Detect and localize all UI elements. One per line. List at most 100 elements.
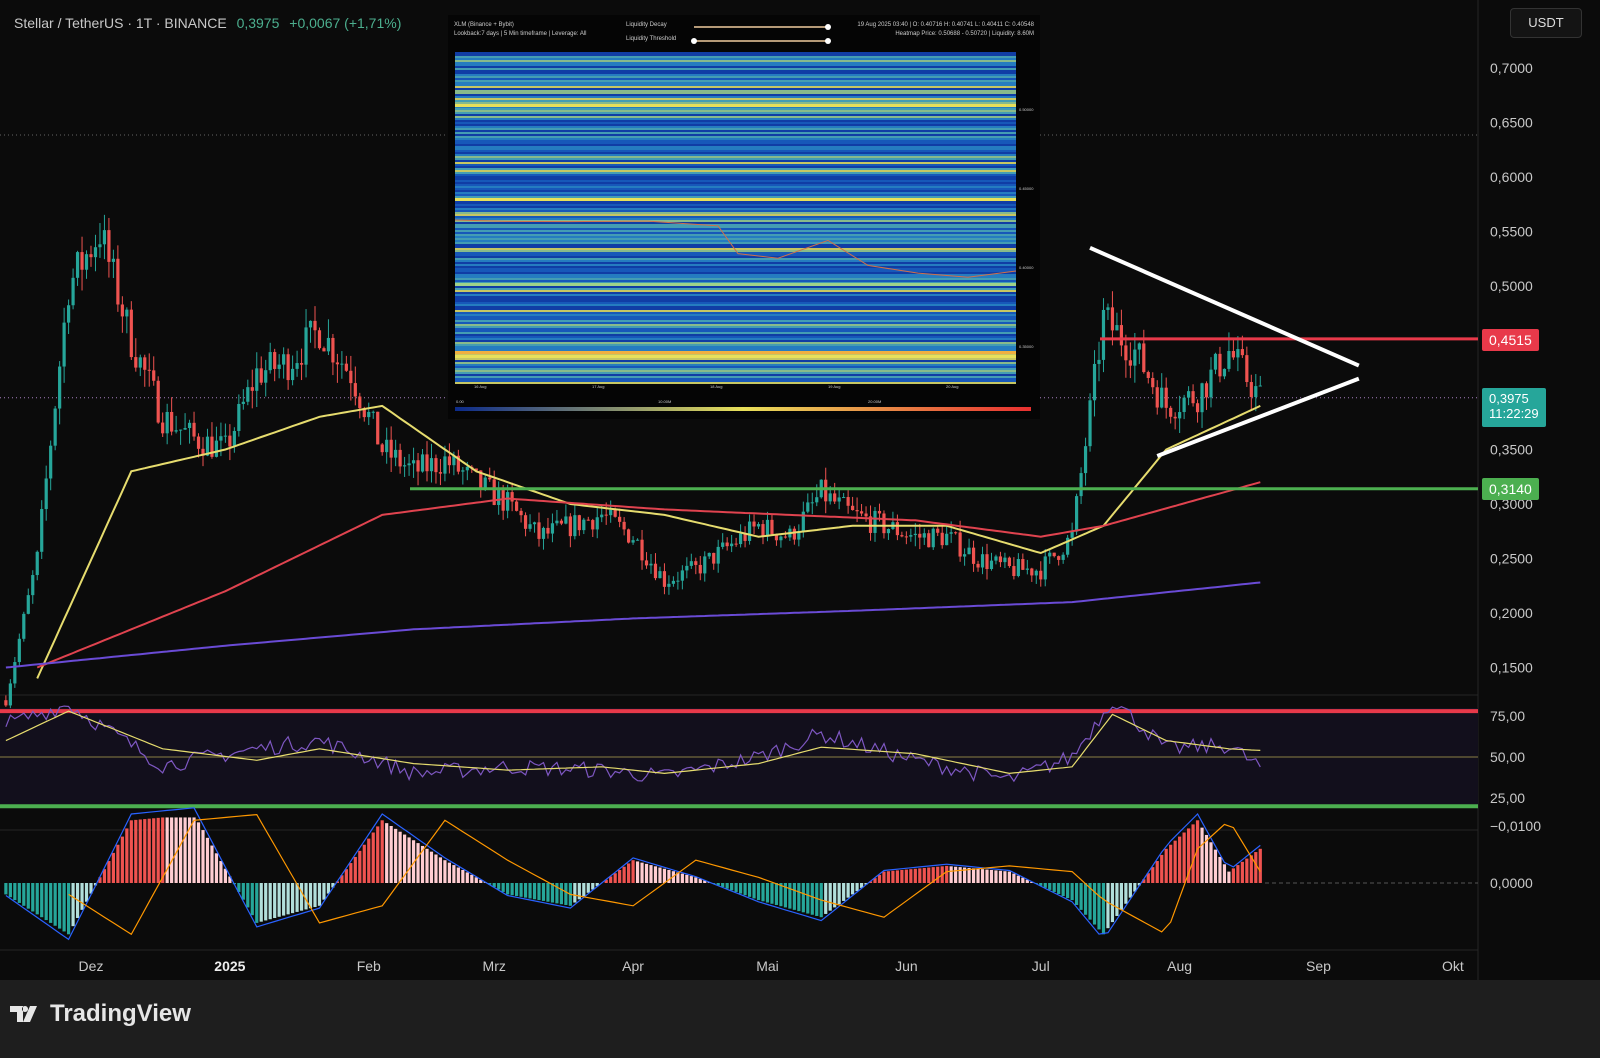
candle-body <box>707 552 711 557</box>
candle <box>846 490 850 514</box>
macd-bar <box>528 883 532 899</box>
heatmap-band <box>455 262 1016 264</box>
macd-bar <box>1236 865 1240 883</box>
candle-body <box>165 411 169 434</box>
candle-body <box>497 489 501 505</box>
macd-bar <box>291 883 295 914</box>
candle-body <box>196 436 201 449</box>
heatmap-band <box>455 360 1016 362</box>
candle-body <box>635 539 640 541</box>
candle-body <box>4 700 8 706</box>
candle-body <box>1195 403 1200 413</box>
candle <box>550 513 555 543</box>
tradingview-logo[interactable]: TradingView <box>10 1000 191 1028</box>
candle <box>259 356 263 386</box>
candle <box>685 557 689 579</box>
slider-knob[interactable] <box>825 38 831 44</box>
candle <box>98 223 102 258</box>
candle-body <box>877 510 882 514</box>
candle-body <box>680 570 684 581</box>
candle <box>26 588 30 615</box>
macd-bar <box>389 826 393 883</box>
candle-body <box>963 554 967 557</box>
candle <box>201 437 205 467</box>
candle-body <box>940 532 944 546</box>
candle-body <box>102 230 107 245</box>
macd-bar <box>886 871 891 883</box>
macd-bar <box>694 877 698 883</box>
candle <box>680 565 684 590</box>
macd-bar <box>465 872 469 883</box>
candle-body <box>1097 359 1101 364</box>
macd-bar <box>1052 883 1056 892</box>
candle-body <box>994 556 998 561</box>
macd-signal-line <box>68 813 1261 936</box>
candle-body <box>353 383 357 397</box>
macd-bar <box>1151 867 1155 883</box>
heatmap-band <box>455 266 1016 268</box>
candle <box>725 537 729 551</box>
macd-bar <box>492 883 496 888</box>
heatmap-band <box>455 144 1016 146</box>
candle-body <box>882 513 886 534</box>
macd-bar <box>980 869 985 883</box>
candle <box>1169 405 1173 424</box>
macd-bar <box>640 862 644 883</box>
slider-knob[interactable] <box>691 38 697 44</box>
macd-bar <box>129 820 133 883</box>
candle-body <box>1169 407 1173 417</box>
heatmap-band <box>455 78 1016 80</box>
heatmap-hot-band <box>455 355 1016 358</box>
candle <box>187 419 192 444</box>
candle-body <box>694 561 698 565</box>
candle <box>963 548 967 566</box>
candle <box>1025 559 1029 575</box>
heatmap-band <box>455 112 1016 114</box>
macd-bar <box>868 881 873 883</box>
candle-body <box>1007 557 1011 567</box>
heatmap-band <box>455 370 1016 372</box>
slider-knob[interactable] <box>825 24 831 30</box>
candle <box>1075 493 1079 535</box>
macd-bar <box>1079 883 1083 910</box>
heatmap-band <box>455 334 1016 336</box>
macd-bar <box>519 883 523 897</box>
liquidity-threshold-slider[interactable] <box>691 38 831 44</box>
candle <box>707 552 711 559</box>
macd-bar <box>618 869 622 883</box>
price-change: +0,0067 (+1,71%) <box>289 15 402 31</box>
symbol-title[interactable]: Stellar / TetherUS · 1T · BINANCE <box>14 15 227 31</box>
candle <box>322 346 326 352</box>
price-chart[interactable]: 0,7000 0,6500 0,6000 0,5500 0,5000 0,3500 0,30… <box>0 0 1600 980</box>
heatmap-band <box>455 338 1016 340</box>
macd-bar <box>1209 842 1213 883</box>
inset-x-tick: 17 Aug <box>592 384 605 389</box>
macd-bar <box>680 873 684 883</box>
heatmap-band <box>455 310 1016 312</box>
macd-bar <box>721 883 725 888</box>
liquidity-decay-slider[interactable] <box>694 24 831 30</box>
candle <box>980 546 985 575</box>
candle <box>868 505 873 541</box>
candle <box>586 516 590 521</box>
candle <box>734 537 738 547</box>
macd-bar <box>851 883 855 895</box>
candle <box>1258 375 1262 387</box>
heatmap-band <box>455 56 1016 58</box>
candle-body <box>219 436 223 441</box>
candle-body <box>89 254 93 258</box>
candle-body <box>980 554 985 568</box>
candle-body <box>573 515 577 537</box>
macd-bar <box>1101 883 1106 935</box>
currency-button[interactable]: USDT <box>1510 8 1582 38</box>
candle-body <box>667 583 671 587</box>
candle-body <box>541 527 546 539</box>
candle-body <box>1218 353 1222 377</box>
candle <box>111 249 115 279</box>
candle <box>662 563 667 595</box>
candle-body <box>913 533 917 536</box>
macd-bar <box>783 883 787 908</box>
macd-bar <box>147 818 151 883</box>
macd-bar <box>537 883 541 901</box>
candle <box>1070 522 1074 546</box>
